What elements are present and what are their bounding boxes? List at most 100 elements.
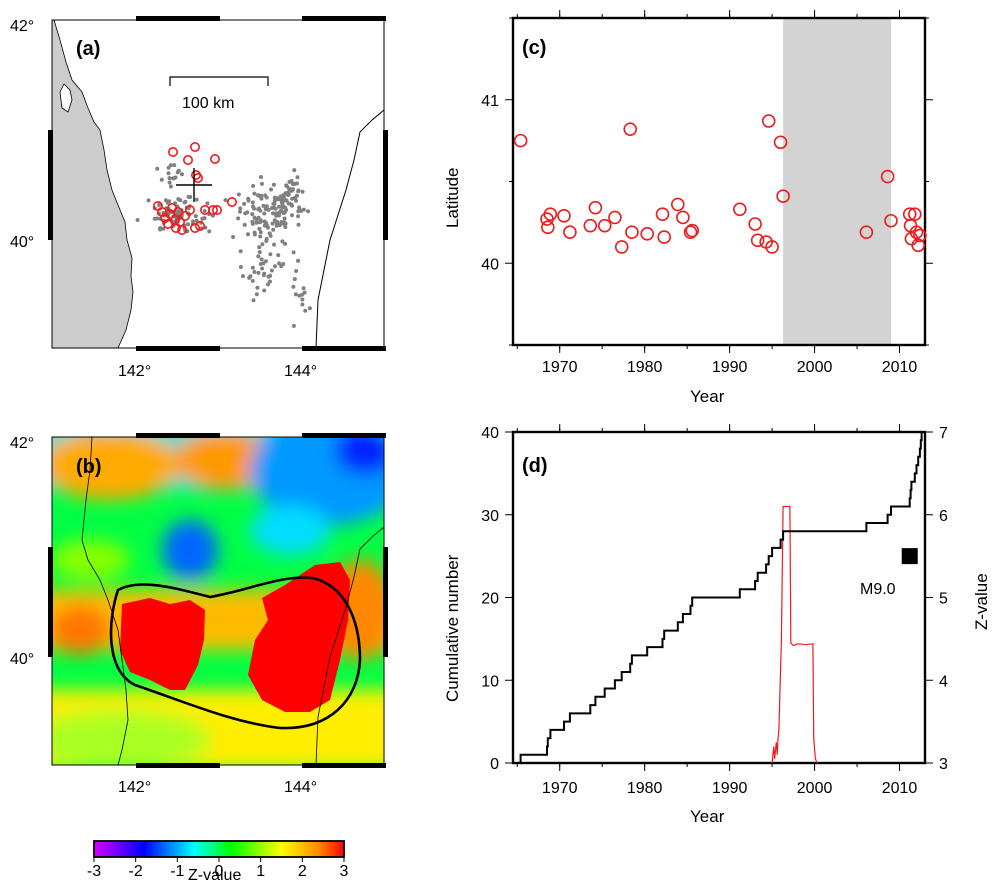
background-event-dot: [256, 254, 261, 259]
y-right-tick-label-d: 6: [939, 508, 948, 525]
y-right-tick-label-d: 7: [939, 425, 948, 442]
background-event-dot: [279, 200, 284, 204]
colorbar-tick-label: 0: [215, 863, 224, 880]
background-event-dot: [268, 279, 272, 284]
background-event-dot: [167, 199, 172, 204]
coast-east: [315, 109, 384, 348]
highlighted-event-marker: [212, 205, 223, 216]
background-event-dot: [254, 292, 259, 297]
background-event-dot: [260, 242, 265, 247]
panel-label-d: (d): [522, 455, 548, 477]
background-event-dot: [268, 252, 273, 257]
background-event-dot: [267, 231, 272, 236]
background-event-dot: [241, 274, 245, 279]
y-axis-title-d: Cumulative number: [443, 554, 462, 702]
latitude-point: [623, 122, 638, 136]
background-event-dot: [155, 166, 160, 171]
background-event-dot: [176, 197, 181, 202]
background-event-dot: [279, 208, 284, 213]
y-right-tick-label-d: 4: [939, 673, 948, 690]
background-event-dot: [264, 259, 268, 264]
background-event-dot: [294, 269, 299, 273]
background-event-dot: [290, 213, 294, 218]
latitude-point: [685, 223, 700, 238]
colorbar-tick-label: 2: [298, 863, 307, 880]
latitude-point: [913, 228, 927, 243]
background-event-dot: [257, 245, 262, 250]
background-event-dot: [278, 194, 283, 199]
background-event-dot: [270, 221, 275, 226]
latitude-point: [880, 169, 895, 184]
background-event-dot: [263, 207, 268, 211]
x-tick-label-d: 2000: [797, 780, 833, 797]
colorbar-tick-label: 3: [340, 863, 349, 880]
scale-bar: 100 km: [169, 76, 269, 112]
x-tick-label-d: 1990: [712, 780, 748, 797]
cumulative-count-line: [518, 431, 925, 764]
panel-b-zmap: (b): [48, 433, 388, 768]
m9-event-marker: [901, 548, 918, 565]
x-tick-label-c: 1970: [542, 359, 578, 376]
y-tick-label-d: 30: [481, 508, 499, 525]
highlighted-event-marker: [195, 221, 206, 232]
background-event-dot: [250, 200, 255, 205]
background-event-dot: [275, 196, 280, 201]
background-event-dot: [300, 302, 305, 307]
background-event-dot: [168, 163, 173, 168]
background-event-dot: [176, 210, 181, 215]
highlighted-event-marker: [190, 223, 201, 234]
background-event-dot: [246, 232, 250, 237]
colorbar-tick-label: -3: [87, 863, 101, 880]
background-event-dot: [264, 195, 269, 200]
latitude-point: [765, 240, 779, 254]
background-event-dot: [293, 195, 297, 200]
latitude-point: [750, 233, 765, 248]
latitude-point: [625, 225, 639, 239]
background-event-dot: [258, 234, 263, 239]
latitude-point: [583, 218, 598, 233]
lat-tick-42-a: 42°: [10, 18, 34, 35]
y-axis-title-c: Latitude: [443, 168, 462, 229]
background-event-dot: [152, 216, 157, 221]
latitude-point: [884, 213, 898, 228]
background-event-dot: [297, 205, 302, 210]
background-event-dot: [279, 264, 284, 269]
latitude-point: [670, 197, 685, 212]
map-frame-bands-b: [48, 433, 388, 768]
lat-tick-40-a: 40°: [10, 234, 34, 251]
background-event-dot: [292, 168, 297, 173]
latitude-point: [588, 200, 603, 215]
background-event-dot: [252, 232, 257, 237]
background-event-dot: [269, 268, 274, 273]
background-event-dot: [260, 181, 264, 186]
background-event-dot: [175, 170, 180, 175]
x-tick-label-d: 1970: [542, 780, 578, 797]
latitude-point: [541, 220, 555, 235]
background-event-dot: [223, 198, 228, 203]
background-event-dot: [277, 213, 281, 218]
panel-label-c: (c): [522, 37, 546, 59]
colorbar-tick-label: -2: [129, 863, 143, 880]
highlighted-events: [153, 142, 238, 236]
background-event-dot: [271, 201, 276, 206]
background-event-dot: [246, 198, 251, 203]
land-peninsula: [59, 83, 73, 113]
background-event-dot: [290, 182, 295, 186]
highlighted-event-marker: [168, 147, 179, 158]
background-event-dot: [173, 175, 178, 180]
latitude-point: [655, 207, 670, 221]
background-event-dot: [202, 209, 207, 213]
background-event-dot: [158, 226, 163, 231]
land-honshu: [52, 20, 134, 348]
background-event-dot: [251, 184, 256, 188]
highlighted-event-marker: [183, 155, 194, 166]
y-tick-label-c: 40: [481, 256, 499, 273]
background-event-dot: [292, 277, 297, 282]
x-tick-label-d: 1980: [627, 780, 663, 797]
latitude-point: [908, 207, 922, 221]
lat-tick-40-b: 40°: [10, 651, 34, 668]
background-event-dot: [291, 250, 296, 255]
background-event-dot: [299, 208, 304, 213]
background-event-dot: [259, 257, 264, 262]
